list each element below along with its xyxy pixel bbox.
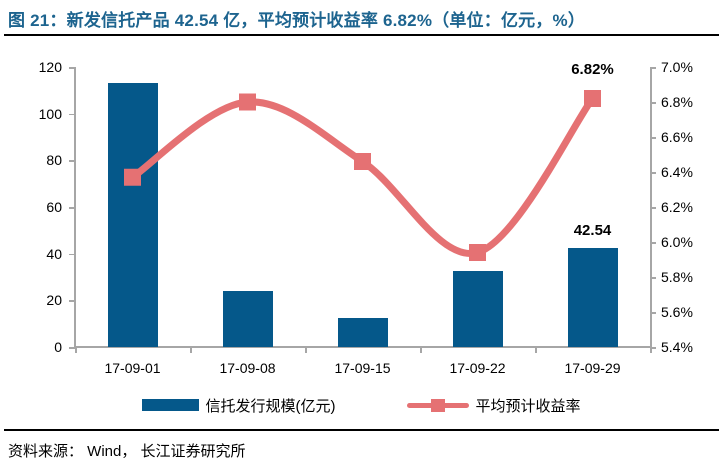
right-axis-tick: [650, 102, 656, 104]
x-axis-tick: [305, 347, 307, 353]
right-axis-tick: [650, 137, 656, 139]
left-axis-tick-label: 40: [46, 245, 62, 262]
line-marker-17-09-22: [469, 244, 486, 261]
legend-item-bar-series: 信托发行规模(亿元): [142, 395, 335, 416]
line-marker-17-09-29: [584, 90, 601, 107]
line-marker-17-09-08: [239, 93, 256, 111]
bar-17-09-15: [337, 318, 388, 347]
x-axis-category-label: 17-09-29: [564, 360, 621, 376]
source-note: 资料来源： Wind， 长江证券研究所: [8, 443, 246, 460]
left-axis-tick-label: 100: [38, 105, 62, 122]
left-axis-tick: [69, 113, 75, 116]
x-axis-tick: [535, 347, 537, 353]
left-axis-tick: [69, 160, 75, 162]
right-axis-tick: [650, 312, 656, 314]
x-axis-tick: [190, 347, 192, 353]
yield-line-series: [124, 90, 601, 261]
right-axis-tick-label: 6.8%: [661, 94, 693, 110]
right-axis-tick-label: 7.0%: [661, 59, 693, 75]
right-axis-tick: [650, 67, 656, 69]
left-axis-tick: [69, 67, 75, 69]
left-axis-tick-label: 20: [46, 292, 62, 309]
x-axis-category-label: 17-09-15: [334, 360, 391, 376]
left-axis-tick-label: 60: [46, 199, 62, 215]
left-axis-tick-label: 0: [54, 339, 62, 355]
right-axis-tick: [650, 172, 656, 174]
left-axis-tick-label: 120: [38, 59, 62, 75]
x-axis-tick: [75, 347, 77, 353]
x-axis-category-label: 17-09-08: [219, 360, 276, 376]
left-axis-tick: [69, 347, 75, 349]
bar-17-09-29: [567, 247, 618, 347]
left-axis-tick-label: 80: [46, 152, 62, 169]
chart-legend: 信托发行规模(亿元) 平均预计收益率: [0, 392, 723, 418]
bar-17-09-22: [452, 270, 503, 347]
right-axis-tick-label: 6.0%: [661, 234, 693, 250]
left-axis-tick: [69, 253, 75, 256]
left-axis-tick: [69, 207, 75, 209]
plot-area: 6.82% 42.54: [75, 61, 650, 347]
x-axis-tick: [420, 347, 422, 353]
right-axis-tick-label: 6.2%: [661, 199, 693, 215]
legend-item-line-series: 平均预计收益率: [407, 395, 581, 416]
x-axis-line: [74, 346, 652, 348]
left-axis-tick: [69, 300, 75, 302]
right-axis-tick-label: 6.6%: [661, 129, 693, 145]
line-path: [130, 96, 596, 257]
x-axis-category-label: 17-09-01: [104, 360, 161, 376]
line-marker-17-09-01: [124, 168, 141, 186]
x-axis-category-label: 17-09-22: [449, 360, 506, 376]
chart-title: 图 21：新发信托产品 42.54 亿，平均预计收益率 6.82%（单位：亿元，…: [8, 11, 586, 30]
data-label-bar: 42.54: [573, 221, 612, 239]
right-axis-tick-label: 5.8%: [661, 269, 693, 285]
right-axis-tick: [650, 347, 656, 349]
legend-label-bar-series: 信托发行规模(亿元): [205, 397, 336, 415]
right-axis-tick-label: 5.4%: [661, 339, 693, 355]
right-axis-tick: [650, 207, 656, 209]
legend-label-line-series: 平均预计收益率: [475, 397, 581, 415]
title-divider: [4, 34, 719, 36]
line-series-swatch-icon: [407, 397, 470, 413]
bar-17-09-08: [222, 290, 273, 347]
bar-series-swatch-icon: [142, 399, 200, 411]
bar-17-09-01: [107, 83, 158, 347]
right-axis-tick-label: 6.4%: [661, 164, 693, 180]
right-axis-tick-label: 5.6%: [661, 304, 693, 320]
line-marker-17-09-15: [354, 153, 371, 170]
data-label-line: 6.82%: [571, 60, 614, 78]
footer-divider: [4, 429, 719, 431]
right-axis-tick: [650, 277, 656, 279]
right-axis-tick: [650, 242, 656, 244]
x-axis-tick: [650, 347, 652, 353]
